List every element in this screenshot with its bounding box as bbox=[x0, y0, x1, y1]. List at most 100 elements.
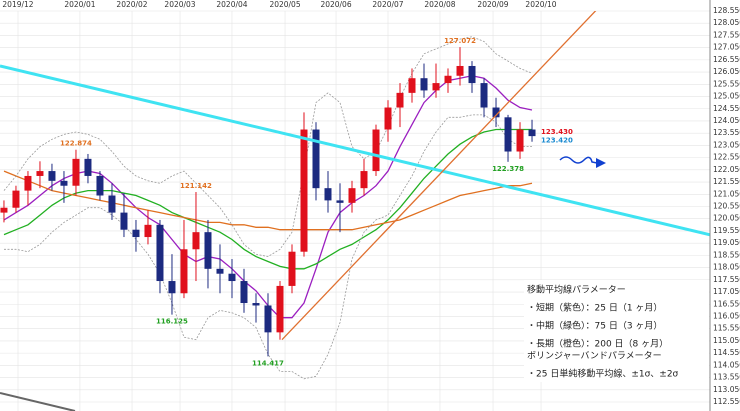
note: ボリンジャーバンドパラメーター bbox=[527, 351, 662, 362]
decorative-line bbox=[0, 392, 76, 411]
moving-average-line bbox=[3, 170, 533, 231]
y-tick-label: 123.050 bbox=[713, 140, 740, 149]
candle-body bbox=[468, 65, 476, 84]
y-tick-label: 119.550 bbox=[713, 226, 740, 235]
y-tick-label: 117.550 bbox=[713, 275, 740, 284]
candle-body bbox=[96, 175, 104, 196]
x-tick-label: 2020/06 bbox=[320, 0, 351, 9]
candle-body bbox=[480, 83, 488, 108]
y-tick-label: 113.550 bbox=[713, 373, 740, 382]
candle-body bbox=[504, 117, 512, 152]
y-tick-label: 126.550 bbox=[713, 55, 740, 64]
candle-body bbox=[72, 158, 80, 186]
candle-body bbox=[432, 83, 440, 91]
candle-body bbox=[216, 268, 224, 274]
candle-body bbox=[36, 171, 44, 176]
y-tick-label: 127.550 bbox=[713, 30, 740, 39]
candle-body bbox=[120, 212, 128, 230]
candle-body bbox=[408, 78, 416, 93]
candle-body bbox=[156, 224, 164, 282]
trend-line bbox=[0, 64, 710, 237]
y-tick-label: 112.550 bbox=[713, 397, 740, 406]
candle-body bbox=[276, 285, 284, 333]
price-annotation: 127.072 bbox=[444, 37, 476, 45]
band-line bbox=[4, 114, 532, 380]
y-tick-label: 117.050 bbox=[713, 287, 740, 296]
candle-body bbox=[144, 224, 152, 238]
candle-body bbox=[204, 232, 212, 269]
x-tick-label: 2020/02 bbox=[116, 0, 147, 9]
y-tick-label: 115.550 bbox=[713, 324, 740, 333]
candle-body bbox=[456, 65, 464, 76]
grid bbox=[0, 10, 710, 411]
candle-body bbox=[180, 249, 188, 294]
y-tick-label: 125.550 bbox=[713, 79, 740, 88]
candle-body bbox=[168, 281, 176, 294]
y-tick-label: 121.550 bbox=[713, 177, 740, 186]
y-tick-label: 116.550 bbox=[713, 299, 740, 308]
candle-body bbox=[252, 303, 260, 306]
x-tick-label: 2020/04 bbox=[216, 0, 247, 9]
candle-body bbox=[108, 195, 116, 213]
candle-body bbox=[420, 78, 428, 91]
note: 移動平均線パラメーター bbox=[527, 284, 626, 296]
candle-body bbox=[336, 200, 344, 203]
notes-box bbox=[524, 280, 709, 382]
candle-body bbox=[372, 129, 380, 172]
y-tick-label: 114.550 bbox=[713, 348, 740, 357]
candle-body bbox=[384, 107, 392, 130]
candle-body bbox=[444, 75, 452, 84]
forecast-arrow bbox=[596, 158, 606, 168]
price-annotation: 122.874 bbox=[60, 140, 92, 148]
note: ・短期（紫色）：25 日（1 ヶ月） bbox=[527, 302, 662, 314]
candle-body bbox=[192, 232, 200, 250]
x-tick-label: 2020/07 bbox=[372, 0, 403, 9]
y-tick-label: 128.050 bbox=[713, 18, 740, 27]
x-tick-label: 2020/03 bbox=[164, 0, 195, 9]
price-annotation: 122.378 bbox=[492, 165, 524, 173]
candle-body bbox=[360, 171, 368, 189]
y-tick-label: 126.050 bbox=[713, 67, 740, 76]
y-tick-label: 127.050 bbox=[713, 43, 740, 52]
y-tick-label: 120.050 bbox=[713, 214, 740, 223]
y-tick-label: 124.550 bbox=[713, 104, 740, 113]
candle-body bbox=[240, 281, 248, 304]
candle-body bbox=[132, 229, 140, 238]
candle-body bbox=[324, 188, 332, 201]
note: ・25 日単純移動平均線、±1σ、±2σ bbox=[527, 368, 679, 380]
candle-body bbox=[492, 107, 500, 118]
y-tick-label: 124.050 bbox=[713, 116, 740, 125]
y-tick-label: 125.050 bbox=[713, 92, 740, 101]
note: ・長期（橙色）：200 日（8 ヶ月） bbox=[527, 338, 668, 350]
y-tick-label: 128.550 bbox=[713, 6, 740, 15]
candle-body bbox=[0, 207, 8, 213]
y-tick-label: 114.050 bbox=[713, 360, 740, 369]
candle-body bbox=[12, 190, 20, 208]
x-tick-label: 2020/09 bbox=[477, 0, 508, 9]
candle-body bbox=[24, 175, 32, 191]
y-tick-label: 113.050 bbox=[713, 385, 740, 394]
y-tick-label: 120.550 bbox=[713, 202, 740, 211]
x-tick-label: 2020/05 bbox=[269, 0, 300, 9]
candle-body bbox=[288, 251, 296, 286]
y-tick-label: 119.050 bbox=[713, 238, 740, 247]
candle-body bbox=[264, 305, 272, 333]
candle-body bbox=[300, 129, 308, 252]
band-line bbox=[3, 36, 533, 258]
candle-body bbox=[48, 171, 56, 181]
candle-body bbox=[396, 92, 404, 108]
current-price-label: 123.430 bbox=[541, 128, 573, 136]
moving-average-line bbox=[3, 128, 532, 270]
y-tick-label: 122.050 bbox=[713, 165, 740, 174]
y-tick-label: 122.550 bbox=[713, 153, 740, 162]
price-annotation: 114.417 bbox=[252, 359, 284, 367]
price-annotation: 121.142 bbox=[180, 182, 212, 190]
x-tick-label: 2019/12 bbox=[2, 0, 33, 9]
y-tick-label: 123.550 bbox=[713, 128, 740, 137]
y-tick-label: 118.550 bbox=[713, 250, 740, 259]
candle-body bbox=[84, 158, 92, 176]
current-price-label: 123.420 bbox=[541, 136, 573, 144]
trend-line bbox=[281, 11, 597, 341]
candle-body bbox=[516, 129, 524, 152]
